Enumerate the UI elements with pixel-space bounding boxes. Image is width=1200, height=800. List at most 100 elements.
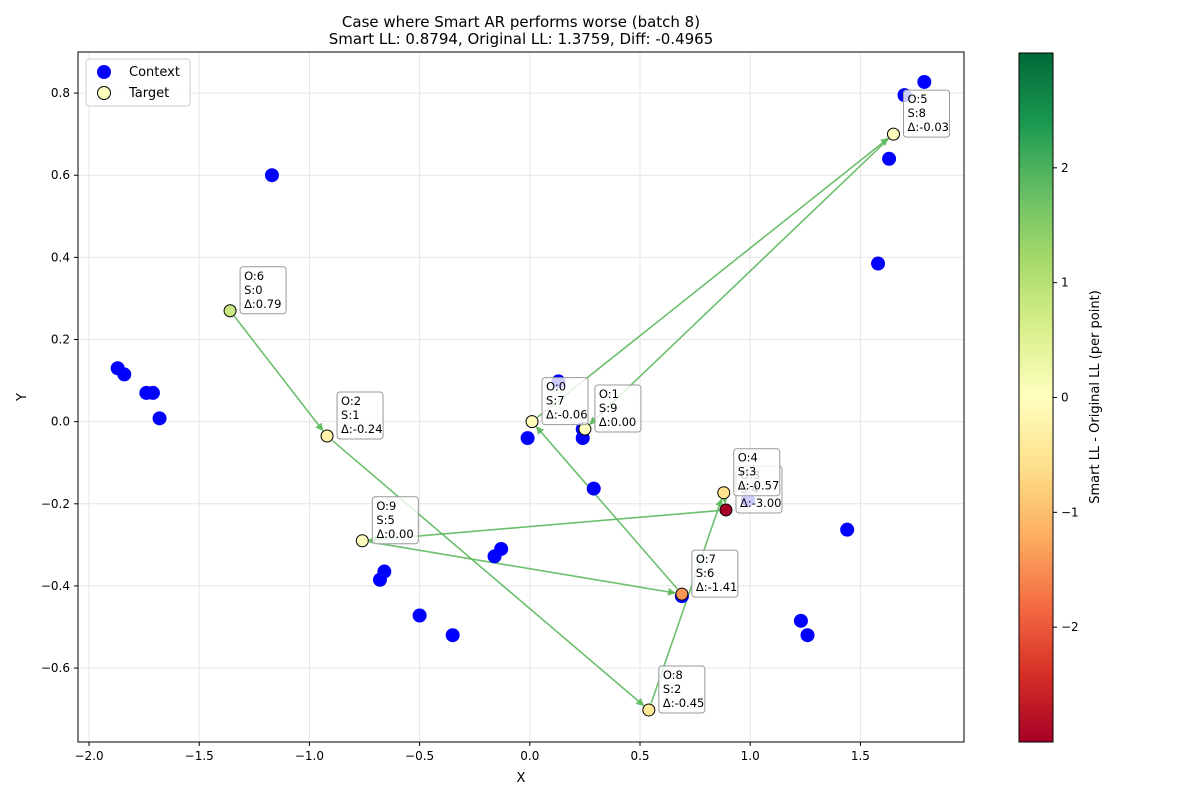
y-tick-label: −0.4 [41, 579, 70, 593]
target-point [675, 587, 689, 601]
target-point [223, 304, 237, 318]
annotation-text: S:8 [907, 106, 926, 120]
context-point [445, 628, 460, 643]
context-point [264, 168, 279, 183]
context-point [487, 549, 502, 564]
colorbar-tick-label: 1 [1061, 276, 1069, 290]
annotation-box [658, 665, 706, 714]
target-annotation: O:1S:9Δ:0.00 [594, 384, 642, 433]
target-annotation: O:4S:3Δ:-0.57 [733, 448, 781, 497]
annotation-text: Δ:-0.03 [907, 120, 949, 134]
annotation-text: O:5 [907, 92, 927, 106]
legend-target-label: Target [128, 86, 169, 101]
target-points [223, 127, 900, 717]
y-tick-label: −0.2 [41, 497, 70, 511]
colorbar: −2 −1 0 1 2 Smart LL - Original LL (per poin… [1018, 52, 1103, 743]
annotation-text: Δ:-3.00 [740, 496, 782, 510]
x-tick-label: −2.0 [74, 749, 103, 763]
y-tick-label: 0.6 [51, 168, 70, 182]
y-tick-label: 0.0 [51, 415, 70, 429]
annotation-box [733, 448, 781, 497]
y-tick-label: 0.2 [51, 333, 70, 347]
legend: Context Target [85, 58, 191, 107]
y-tick-label: 0.8 [51, 86, 70, 100]
colorbar-ticks: −2 −1 0 1 2 [1053, 161, 1079, 634]
context-point [793, 613, 808, 628]
colorbar-label: Smart LL - Original LL (per point) [1088, 290, 1103, 504]
annotation-text: O:6 [244, 269, 264, 283]
y-tick-label: −0.6 [41, 661, 70, 675]
colorbar-tick-label: −1 [1061, 505, 1079, 519]
annotation-text: S:1 [341, 408, 360, 422]
plot-frame [77, 51, 965, 743]
target-point [642, 703, 656, 717]
annotation-text: S:6 [696, 566, 715, 580]
annotation-text: S:0 [244, 283, 263, 297]
annotation-text: S:9 [599, 401, 618, 415]
annotation-text: Δ:-1.41 [696, 580, 738, 594]
context-point [372, 572, 387, 587]
context-point [520, 431, 535, 446]
annotation-text: O:4 [738, 451, 758, 465]
y-tick-label: 0.4 [51, 250, 70, 264]
sequence-arrow [369, 541, 676, 596]
target-point [355, 534, 369, 548]
annotation-text: Δ:-0.57 [738, 479, 780, 493]
annotation-text: S:5 [376, 513, 395, 527]
target-annotation: O:7S:6Δ:-1.41 [691, 549, 739, 598]
legend-target-marker [97, 86, 111, 100]
x-tick-label: 0.5 [630, 749, 649, 763]
context-point [800, 628, 815, 643]
x-axis-label: X [517, 771, 526, 786]
x-tick-label: 0.0 [520, 749, 539, 763]
colorbar-tick-label: 0 [1061, 391, 1069, 405]
sequence-arrow [331, 439, 645, 707]
target-annotation: O:0S:7Δ:-0.06 [541, 377, 589, 426]
context-point [871, 256, 886, 271]
annotation-box [594, 384, 642, 433]
sequence-arrow [537, 137, 889, 418]
target-point [320, 429, 334, 443]
annotation-box [541, 377, 589, 426]
sequence-arrow [589, 138, 889, 425]
annotation-text: Δ:0.79 [244, 297, 281, 311]
annotation-text: Δ:-0.06 [546, 408, 588, 422]
annotation-text: O:9 [376, 499, 396, 513]
annotation-box [239, 266, 287, 315]
y-axis-label: Y [15, 393, 30, 402]
target-annotation: O:6S:0Δ:0.79 [239, 266, 287, 315]
target-annotation: O:5S:8Δ:-0.03 [902, 89, 950, 138]
annotation-text: O:1 [599, 387, 619, 401]
y-axis-ticks: −0.6 −0.4 −0.2 0.0 0.2 0.4 0.6 0.8 [41, 86, 78, 675]
sequence-arrow [233, 315, 324, 432]
annotation-text: S:3 [738, 465, 757, 479]
target-annotation: O:2S:1Δ:-0.24 [336, 391, 384, 440]
context-points [110, 74, 932, 643]
legend-context-marker [97, 65, 111, 79]
annotation-text: Δ:-0.24 [341, 422, 383, 436]
target-annotations: O:0S:7Δ:-0.06O:1S:9Δ:0.00O:2S:1Δ:-0.24O:… [239, 89, 950, 714]
x-axis-ticks: −2.0 −1.5 −1.0 −0.5 0.0 0.5 1.0 1.5 [74, 742, 870, 763]
context-point [882, 151, 897, 166]
colorbar-tick-label: −2 [1061, 620, 1079, 634]
annotation-text: Δ:-0.45 [663, 696, 705, 710]
x-tick-label: −1.5 [185, 749, 214, 763]
context-point [840, 522, 855, 537]
annotation-text: Δ:0.00 [376, 527, 413, 541]
context-point [917, 74, 932, 89]
x-tick-label: 1.0 [741, 749, 760, 763]
annotation-text: S:7 [546, 394, 565, 408]
annotation-text: Δ:0.00 [599, 415, 636, 429]
grid [78, 52, 964, 742]
annotation-box [371, 496, 419, 545]
path-arrows [233, 137, 889, 707]
annotation-box [336, 391, 384, 440]
sequence-arrow [535, 426, 678, 590]
chart-subtitle: Smart LL: 0.8794, Original LL: 1.3759, D… [329, 30, 714, 48]
annotation-text: O:8 [663, 668, 683, 682]
annotation-text: O:2 [341, 394, 361, 408]
annotation-box [902, 89, 950, 138]
target-point [719, 503, 733, 517]
